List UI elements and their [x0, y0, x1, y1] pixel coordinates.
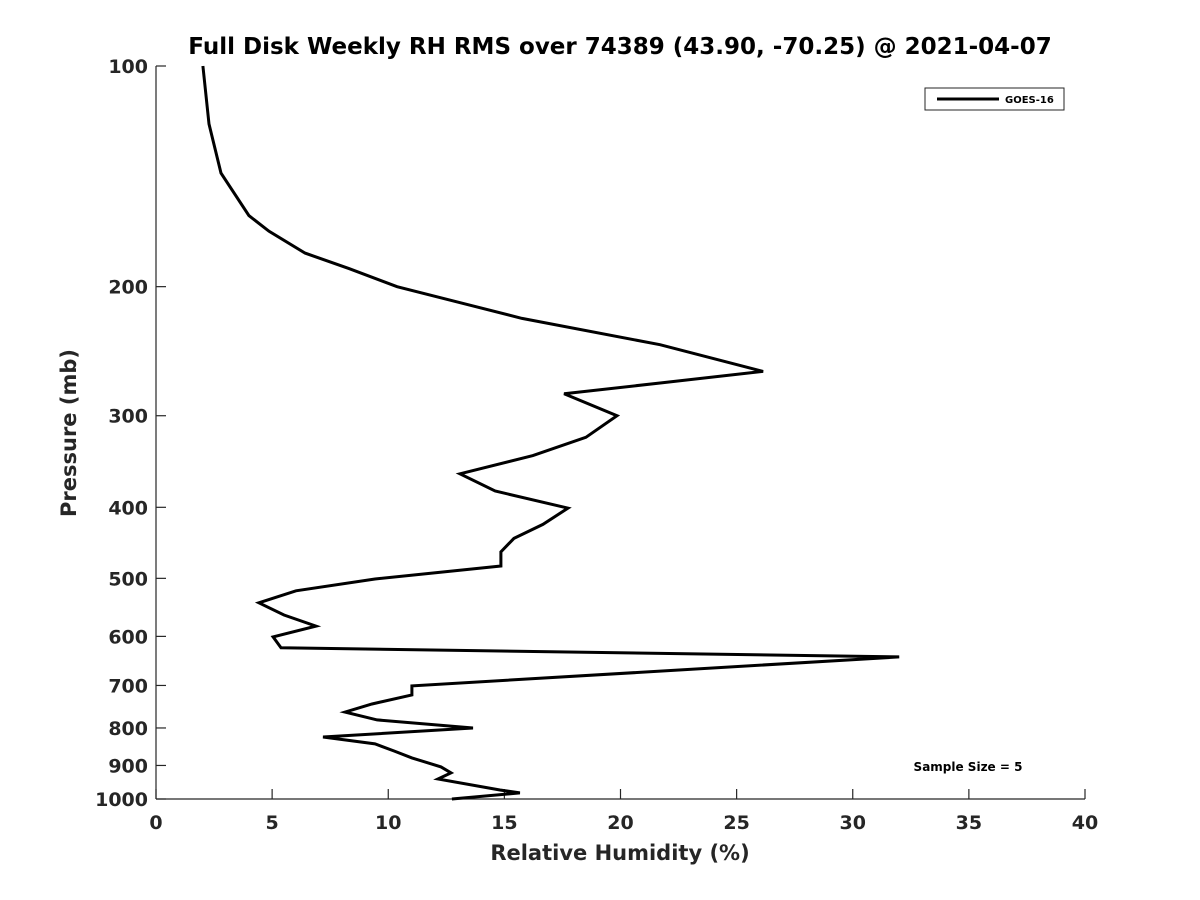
x-tick-label: 20 [607, 812, 633, 834]
x-tick-label: 5 [266, 812, 279, 834]
y-tick-label: 300 [108, 406, 148, 428]
y-ticks: 100 200 300 400 500 600 700 800 900 1000 [95, 56, 166, 811]
x-tick-label: 0 [149, 812, 162, 834]
y-tick-label: 200 [108, 277, 148, 299]
x-tick-label: 25 [723, 812, 749, 834]
x-ticks: 0 5 10 15 20 25 30 35 40 [149, 789, 1098, 834]
y-tick-label: 800 [108, 718, 148, 740]
x-tick-label: 40 [1072, 812, 1098, 834]
y-tick-label: 700 [108, 675, 148, 697]
sample-size-annotation: Sample Size = 5 [914, 760, 1023, 774]
x-tick-label: 35 [956, 812, 982, 834]
y-axis-label: Pressure (mb) [57, 349, 81, 517]
legend-label: GOES-16 [1005, 95, 1054, 106]
x-axis-label: Relative Humidity (%) [490, 841, 749, 865]
y-tick-label: 600 [108, 626, 148, 648]
y-tick-label: 900 [108, 755, 148, 777]
x-tick-label: 15 [491, 812, 517, 834]
series-line-goes-16 [201, 65, 900, 801]
y-tick-label: 500 [108, 568, 148, 590]
x-tick-label: 10 [375, 812, 401, 834]
y-tick-label: 100 [108, 56, 148, 78]
chart-title: Full Disk Weekly RH RMS over 74389 (43.9… [188, 34, 1051, 60]
y-tick-label: 1000 [95, 789, 148, 811]
x-tick-label: 30 [840, 812, 866, 834]
y-tick-label: 400 [108, 497, 148, 519]
legend: GOES-16 [924, 87, 1065, 111]
